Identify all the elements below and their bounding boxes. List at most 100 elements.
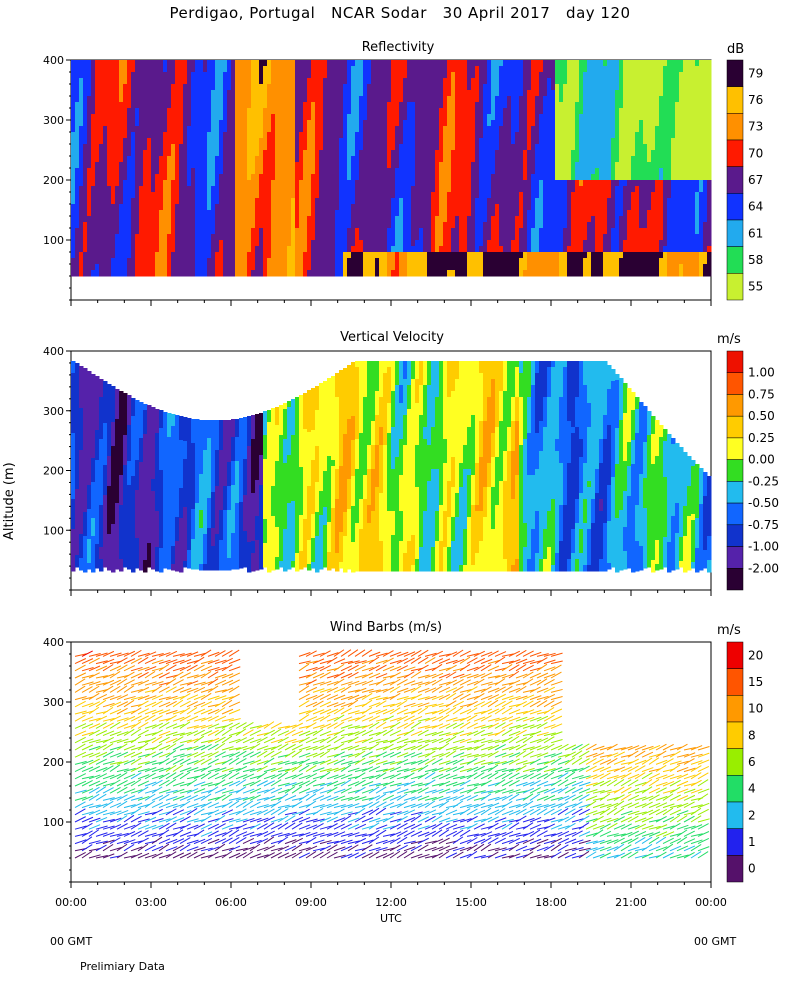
field-cell <box>619 90 624 97</box>
field-cell <box>311 114 316 121</box>
field-cell <box>231 132 236 139</box>
field-cell <box>463 234 468 241</box>
field-cell <box>135 66 140 73</box>
field-cell <box>227 60 232 67</box>
field-cell <box>267 126 272 133</box>
field-cell <box>595 168 600 175</box>
field-cell <box>235 222 240 229</box>
field-cell <box>607 114 612 121</box>
field-cell <box>519 234 524 241</box>
field-cell <box>99 120 104 127</box>
field-cell <box>279 234 284 241</box>
field-cell <box>443 186 448 193</box>
field-cell <box>175 180 180 187</box>
field-cell <box>563 234 568 241</box>
field-cell <box>447 192 452 199</box>
field-cell <box>251 114 256 121</box>
field-cell <box>419 102 424 109</box>
field-cell <box>519 204 524 211</box>
field-cell <box>127 228 132 235</box>
field-cell <box>203 114 208 121</box>
field-cell <box>319 216 324 223</box>
field-cell <box>203 66 208 73</box>
field-cell <box>531 168 536 175</box>
field-cell <box>595 246 600 253</box>
field-cell <box>131 174 136 181</box>
field-cell <box>403 198 408 205</box>
field-cell <box>515 84 520 91</box>
field-cell <box>211 156 216 163</box>
field-cell <box>543 144 548 151</box>
field-cell <box>487 246 492 253</box>
field-cell <box>607 228 612 235</box>
field-cell <box>535 270 540 277</box>
field-cell <box>163 204 168 211</box>
field-cell <box>307 78 312 85</box>
field-cell <box>171 78 176 85</box>
field-cell <box>319 228 324 235</box>
field-cell <box>247 234 252 241</box>
field-cell <box>419 270 424 277</box>
field-cell <box>319 66 324 73</box>
field-cell <box>391 252 396 259</box>
field-cell <box>135 156 140 163</box>
field-cell <box>179 240 184 247</box>
field-cell <box>539 192 544 199</box>
field-cell <box>599 186 604 193</box>
field-cell <box>375 192 380 199</box>
field-cell <box>87 150 92 157</box>
field-cell <box>287 108 292 115</box>
field-cell <box>95 252 100 259</box>
field-cell <box>259 270 264 277</box>
field-cell <box>379 174 384 181</box>
field-cell <box>183 60 188 67</box>
field-cell <box>79 180 84 187</box>
field-cell <box>379 168 384 175</box>
field-cell <box>107 216 112 223</box>
field-cell <box>175 246 180 253</box>
field-cell <box>447 234 452 241</box>
field-cell <box>75 180 80 187</box>
field-cell <box>127 78 132 85</box>
field-cell <box>151 108 156 115</box>
field-cell <box>363 96 368 103</box>
field-cell <box>207 270 212 277</box>
field-cell <box>403 186 408 193</box>
field-cell <box>547 204 552 211</box>
field-cell <box>95 72 100 79</box>
field-cell <box>267 120 272 127</box>
field-cell <box>495 186 500 193</box>
field-cell <box>559 96 564 103</box>
field-cell <box>399 66 404 73</box>
field-cell <box>171 102 176 109</box>
field-cell <box>283 144 288 151</box>
field-cell <box>439 72 444 79</box>
field-cell <box>491 90 496 97</box>
field-cell <box>271 60 276 67</box>
field-cell <box>567 264 572 271</box>
field-cell <box>119 138 124 145</box>
field-cell <box>163 174 168 181</box>
field-cell <box>227 126 232 133</box>
field-cell <box>187 204 192 211</box>
field-cell <box>83 102 88 109</box>
field-cell <box>615 156 620 163</box>
field-cell <box>271 204 276 211</box>
field-cell <box>171 252 176 259</box>
field-cell <box>383 234 388 241</box>
field-cell <box>607 210 612 217</box>
field-cell <box>151 132 156 139</box>
field-cell <box>427 198 432 205</box>
field-cell <box>303 174 308 181</box>
field-cell <box>591 270 596 277</box>
field-cell <box>527 132 532 139</box>
field-cell <box>115 102 120 109</box>
field-cell <box>423 132 428 139</box>
field-cell <box>167 258 172 265</box>
field-cell <box>159 84 164 91</box>
field-cell <box>143 60 148 67</box>
field-cell <box>547 108 552 115</box>
field-cell <box>375 138 380 145</box>
field-cell <box>251 246 256 253</box>
field-cell <box>379 204 384 211</box>
